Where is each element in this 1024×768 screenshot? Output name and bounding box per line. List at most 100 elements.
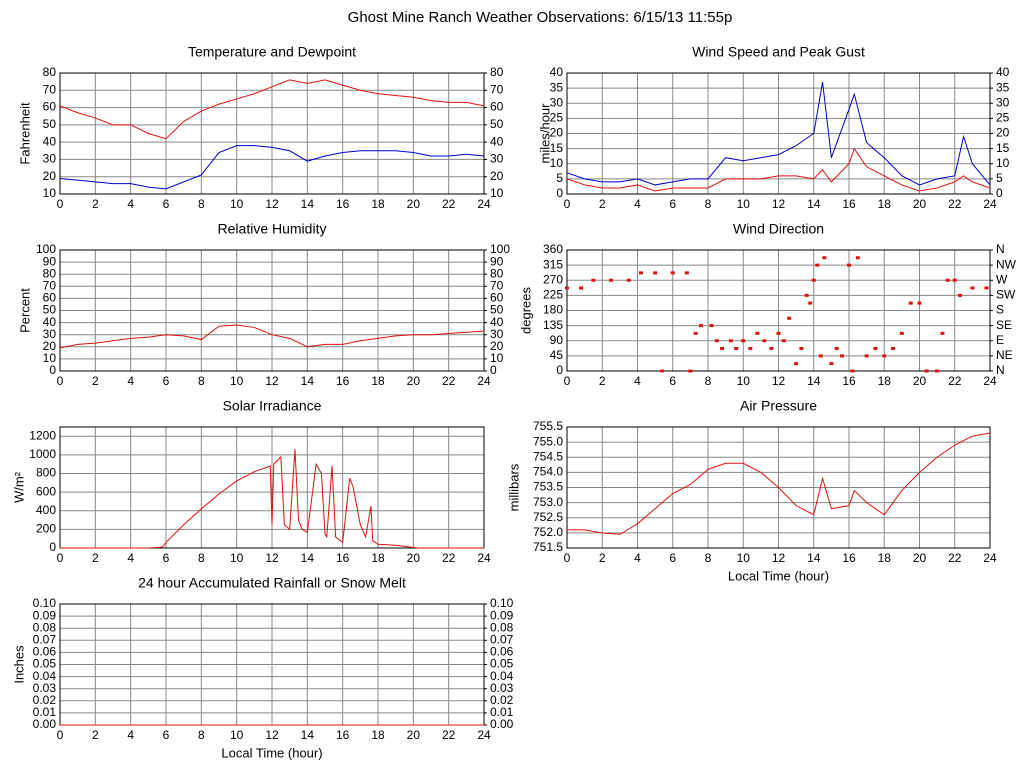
y-tick-label: 1200 (29, 428, 56, 442)
x-tick-label: 22 (948, 197, 962, 211)
x-tick-label: 6 (163, 728, 170, 742)
y-tick-label: 755.5 (533, 419, 563, 433)
y-tick-label: 0.00 (33, 717, 57, 731)
data-point (670, 271, 675, 275)
y2-tick-label: 50 (490, 117, 504, 131)
data-point (804, 293, 809, 297)
x-tick-label: 24 (477, 374, 491, 388)
y2-tick-label: 5 (996, 171, 1003, 185)
x-tick-label: 2 (599, 197, 606, 211)
x-tick-label: 6 (163, 374, 170, 388)
y2-tick-label: 60 (490, 100, 504, 114)
y2-tick-label: NW (996, 257, 1017, 271)
y-tick-label: 0.07 (33, 632, 57, 646)
x-tick-label: 22 (948, 551, 962, 565)
y-tick-label: 0.10 (33, 596, 57, 610)
plot-frame (566, 72, 991, 195)
x-tick-label: 0 (564, 551, 571, 565)
x-tick-label: 8 (198, 374, 205, 388)
y2-tick-label: E (996, 333, 1004, 347)
y2-tick-label: 20 (490, 339, 504, 353)
y-tick-label: 60 (43, 100, 57, 114)
x-tick-label: 18 (371, 551, 385, 565)
data-point (952, 278, 957, 282)
y-tick-label: 753.0 (533, 495, 563, 509)
data-point (734, 346, 739, 350)
panel-title: Air Pressure (740, 398, 817, 414)
y-tick-label: 20 (550, 126, 564, 140)
x-tick-label: 18 (371, 374, 385, 388)
y-tick-label: 40 (43, 134, 57, 148)
x-tick-label: 24 (477, 197, 491, 211)
y-axis-label: millibars (506, 463, 521, 511)
x-tick-label: 10 (230, 728, 244, 742)
data-point (653, 271, 658, 275)
x-tick-label: 22 (442, 728, 456, 742)
x-tick-label: 8 (198, 551, 205, 565)
y-tick-label: 0 (556, 363, 563, 377)
x-tick-label: 20 (913, 551, 927, 565)
y-tick-label: 50 (43, 303, 57, 317)
y2-tick-label: 20 (996, 126, 1010, 140)
x-tick-label: 8 (705, 374, 712, 388)
data-line (566, 147, 991, 192)
y-tick-label: 0.05 (33, 657, 57, 671)
page-title: Ghost Mine Ranch Weather Observations: 6… (348, 9, 733, 26)
x-tick-label: 10 (230, 551, 244, 565)
x-tick-label: 16 (336, 197, 350, 211)
data-line (59, 145, 485, 190)
x-tick-label: 20 (407, 374, 421, 388)
y2-tick-label: 0.05 (490, 657, 514, 671)
y2-tick-label: 0.04 (490, 669, 514, 683)
y-tick-label: 315 (543, 257, 563, 271)
y-tick-label: 60 (43, 291, 57, 305)
x-tick-label: 22 (442, 551, 456, 565)
y2-tick-label: N (996, 363, 1005, 377)
y2-tick-label: 40 (996, 65, 1010, 79)
data-point (781, 339, 786, 343)
y-axis-label: Percent (17, 288, 32, 333)
y2-tick-label: W (996, 272, 1008, 286)
x-tick-label: 10 (230, 197, 244, 211)
data-point (591, 278, 596, 282)
data-point (639, 271, 644, 275)
y-tick-label: 0 (49, 363, 56, 377)
panel-title: Temperature and Dewpoint (188, 44, 356, 60)
y-tick-label: 15 (550, 141, 564, 155)
y-tick-label: 10 (550, 156, 564, 170)
y2-tick-label: 20 (490, 169, 504, 183)
y2-tick-label: SW (996, 288, 1016, 302)
x-tick-label: 4 (634, 551, 641, 565)
x-tick-label: 2 (92, 728, 99, 742)
data-line (566, 81, 991, 186)
y2-tick-label: 80 (490, 65, 504, 79)
y-tick-label: 25 (550, 111, 564, 125)
data-point (984, 286, 989, 290)
x-tick-label: 18 (371, 728, 385, 742)
y-tick-label: 100 (36, 242, 56, 256)
x-tick-label: 4 (127, 374, 134, 388)
x-tick-label: 6 (669, 197, 676, 211)
x-tick-label: 16 (842, 551, 856, 565)
x-tick-label: 12 (265, 728, 279, 742)
x-tick-label: 22 (948, 374, 962, 388)
plot-frame (59, 72, 485, 195)
data-point (864, 354, 869, 358)
x-tick-label: 2 (92, 551, 99, 565)
y2-tick-label: 60 (490, 291, 504, 305)
y-tick-label: 10 (43, 351, 57, 365)
y-tick-label: 0.06 (33, 645, 57, 659)
data-point (688, 369, 693, 373)
data-point (940, 331, 945, 335)
x-tick-label: 6 (163, 551, 170, 565)
panel-title: Wind Direction (733, 221, 824, 237)
y-tick-label: 70 (43, 278, 57, 292)
x-tick-label: 0 (57, 374, 64, 388)
x-axis-label: Local Time (hour) (221, 745, 322, 760)
x-tick-label: 2 (92, 374, 99, 388)
x-tick-label: 20 (913, 374, 927, 388)
x-tick-label: 24 (477, 551, 491, 565)
data-point (741, 339, 746, 343)
y2-tick-label: 30 (490, 327, 504, 341)
x-tick-label: 16 (336, 551, 350, 565)
